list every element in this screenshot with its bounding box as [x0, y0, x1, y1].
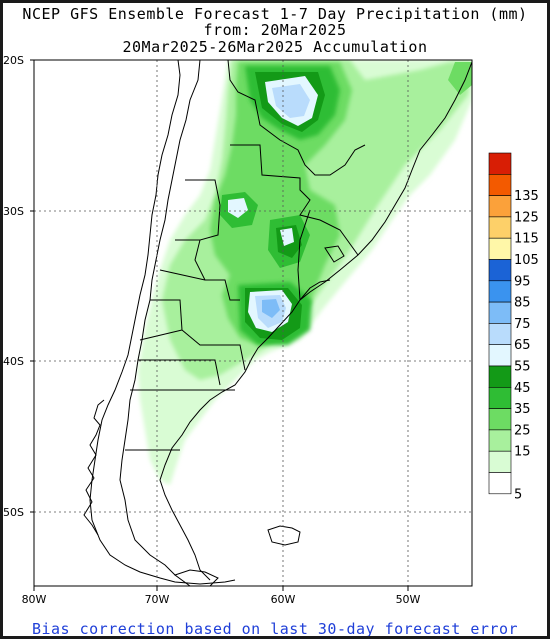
legend-swatch: [488, 195, 512, 218]
legend-swatch: [488, 174, 512, 196]
north-borders: [227, 60, 366, 176]
legend-swatch: [488, 408, 512, 431]
precipitation-legend: 135 125 115 105 95 85 75 65 55 45 35 25 15 5: [488, 152, 539, 502]
legend-swatch: [488, 280, 512, 303]
lat-label-40s: 40S: [3, 355, 24, 368]
lat-label-30s: 30S: [3, 205, 24, 218]
legend-swatch: [488, 216, 512, 239]
lagoon: [324, 245, 345, 263]
map-subtitle-period: 20Mar2025-26Mar2025 Accumulation: [122, 38, 428, 56]
legend-label: 25: [514, 423, 531, 438]
province-borders-2: [150, 239, 246, 371]
legend-label: 65: [514, 338, 531, 353]
bias-correction-note: Bias correction based on last 30-day for…: [31, 620, 519, 638]
legend-label: 85: [514, 296, 531, 311]
uruguay-river: [297, 209, 311, 301]
legend-label: 35: [514, 402, 531, 417]
precip-area-55-65-central: [228, 198, 248, 218]
legend-label: 75: [514, 317, 531, 332]
legend-swatch: [488, 429, 512, 452]
legend-swatch: [488, 323, 512, 345]
map-frame: [33, 59, 473, 587]
legend-label: 115: [514, 232, 539, 247]
paraguay-uruguay-borders: [230, 144, 359, 256]
legend-swatch: [488, 237, 512, 260]
chile-argentina-border: [119, 60, 201, 576]
map-title: NCEP GFS Ensemble Forecast 1-7 Day Preci…: [22, 5, 528, 23]
legend-label: 5: [514, 487, 522, 502]
legend-swatch: [488, 365, 512, 388]
graticule: [34, 60, 472, 586]
precip-area-65-75-north: [272, 84, 310, 118]
map-subtitle-date: from: 20Mar2025: [203, 21, 347, 39]
rio-de-la-plata: [299, 279, 331, 301]
precipitation-field: [138, 60, 472, 485]
lon-label-60w: 60W: [271, 593, 296, 606]
legend-swatch: [488, 301, 512, 324]
legend-label: 105: [514, 253, 539, 268]
precip-area-75-85-south: [262, 299, 280, 318]
legend-label: 45: [514, 381, 531, 396]
lat-label-20s: 20S: [3, 54, 24, 67]
legend-swatch: [488, 344, 512, 367]
lon-label-80w: 80W: [22, 593, 47, 606]
legend-swatch: [488, 450, 512, 473]
atlantic-coastline: [159, 61, 472, 581]
lon-label-50w: 50W: [396, 593, 421, 606]
legend-label: 95: [514, 274, 531, 289]
lat-label-50s: 50S: [3, 506, 24, 519]
legend-label: 135: [514, 189, 539, 204]
legend-label: 55: [514, 360, 531, 375]
legend-swatch: [488, 152, 512, 175]
chile-fjords: [83, 399, 105, 536]
legend-label: 15: [514, 445, 531, 460]
legend-swatch: [488, 472, 512, 495]
pacific-coastline: [89, 60, 236, 585]
precip-area-55-65-east: [280, 228, 294, 246]
tierra-del-fuego: [173, 569, 219, 586]
legend-swatch: [488, 386, 512, 409]
coastlines-and-borders: [83, 60, 472, 586]
province-borders-3: [125, 329, 235, 451]
precip-area-ne-corner: [448, 62, 472, 95]
province-borders-1: [185, 179, 240, 301]
falkland-islands: [267, 525, 301, 546]
legend-label: 125: [514, 210, 539, 225]
lon-label-70w: 70W: [145, 593, 170, 606]
axis-ticks: [30, 59, 409, 591]
legend-swatch: [488, 259, 512, 282]
